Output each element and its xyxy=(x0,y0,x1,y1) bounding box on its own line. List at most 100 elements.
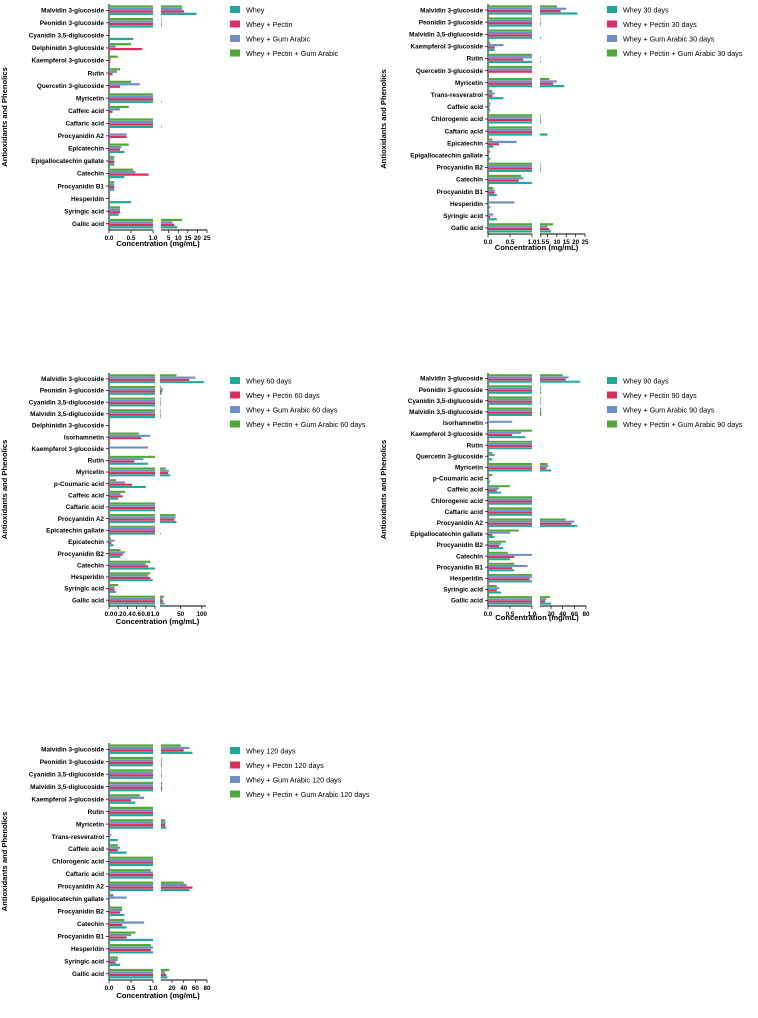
bar-extension xyxy=(161,759,162,762)
bar xyxy=(488,374,532,377)
bar xyxy=(488,7,532,10)
legend-label: Whey 90 days xyxy=(623,376,669,385)
bar xyxy=(109,567,155,570)
bar-extension xyxy=(160,390,163,393)
bar-extension xyxy=(160,392,162,395)
bar xyxy=(109,5,153,8)
bar-extension xyxy=(161,824,166,827)
bar xyxy=(488,491,502,494)
bar xyxy=(109,973,153,977)
bar xyxy=(109,397,155,400)
bar xyxy=(488,576,532,579)
bar xyxy=(109,971,153,974)
bar xyxy=(488,22,532,25)
x-tick-label: 1.0 xyxy=(149,985,158,992)
bar-extension xyxy=(540,391,542,394)
bar xyxy=(488,474,493,477)
category-label: Caffeic acid xyxy=(68,493,104,500)
bar-extension xyxy=(161,776,162,779)
category-label: p-Coumaric acid xyxy=(433,476,483,483)
bar xyxy=(109,509,155,512)
bar-extension xyxy=(161,789,163,792)
bar-extension xyxy=(160,388,163,391)
bar xyxy=(109,381,155,384)
bar-extension xyxy=(540,520,575,523)
category-label: Delphinidin 3-glucoside xyxy=(32,423,105,430)
bar xyxy=(488,109,491,112)
bar xyxy=(488,140,517,144)
bar-extension xyxy=(161,221,173,224)
bar xyxy=(109,17,153,21)
bar-extension xyxy=(161,881,184,884)
category-label: Catechin xyxy=(456,553,483,560)
bar xyxy=(109,938,153,942)
legend-swatch xyxy=(230,761,240,769)
bar xyxy=(109,376,155,379)
category-label: Myricetin xyxy=(455,465,483,472)
bar-extension xyxy=(161,784,163,787)
chart-panel-5: Malvidin 3-glucoside Peonidin 3-glucoside… xyxy=(0,743,370,1000)
bar-extension xyxy=(540,524,578,527)
bar xyxy=(488,587,499,590)
bar xyxy=(488,215,491,219)
bar xyxy=(488,162,532,165)
bar xyxy=(109,961,116,964)
bar xyxy=(109,206,120,209)
bar-extension xyxy=(160,516,176,519)
bar-extension xyxy=(540,17,541,20)
category-label: Syringic acid xyxy=(443,587,483,594)
bar xyxy=(488,29,532,32)
bar xyxy=(109,188,115,191)
category-label: Peonidin 3-glucoside xyxy=(419,19,484,26)
bar-extension xyxy=(161,771,162,774)
bar-extension xyxy=(161,764,163,767)
bar xyxy=(109,455,155,458)
bar xyxy=(109,479,116,482)
legend-swatch xyxy=(230,49,240,57)
bar-extension xyxy=(160,376,196,379)
bar xyxy=(109,814,153,817)
category-label: Malvidin 3,5-diglucoside xyxy=(409,409,483,416)
bar xyxy=(488,213,494,216)
bar-extension xyxy=(161,819,166,822)
bar xyxy=(488,551,508,554)
x-tick-label: 0.0 xyxy=(105,985,114,992)
bar xyxy=(109,908,123,912)
bar xyxy=(109,145,122,149)
category-label: Syringic acid xyxy=(64,586,104,593)
bar xyxy=(109,490,126,493)
bar xyxy=(488,225,532,228)
bar xyxy=(488,378,532,381)
bar xyxy=(109,799,131,802)
legend-label: Whey + Gum Arabic xyxy=(246,34,311,43)
x-axis-title: Concentration (mg/mL) xyxy=(116,991,200,1000)
bar xyxy=(488,80,532,83)
bar xyxy=(109,469,155,472)
bar xyxy=(488,391,532,394)
category-label: Rutin xyxy=(467,442,483,449)
x-tick-label: 20 xyxy=(572,239,580,246)
bar xyxy=(109,579,153,582)
legend-label: Whey + Pectin + Gum Arabic 120 days xyxy=(246,790,370,799)
bar xyxy=(109,118,153,121)
bar xyxy=(109,158,115,161)
bar xyxy=(488,186,494,190)
bar xyxy=(109,806,153,809)
bar-extension xyxy=(540,60,541,64)
bar-extension xyxy=(540,5,557,8)
category-label: Kaempferol 3-glucoside xyxy=(411,44,484,51)
bar xyxy=(109,183,115,186)
bar xyxy=(109,595,155,598)
bar xyxy=(109,801,136,804)
bar xyxy=(488,553,532,556)
bar xyxy=(488,442,532,445)
bar xyxy=(109,37,134,41)
category-label: Procyanidin B1 xyxy=(436,189,483,196)
bar xyxy=(488,480,491,483)
bar xyxy=(109,68,120,71)
bar-extension xyxy=(161,226,178,229)
x-tick-label: 0.0 xyxy=(484,611,493,618)
category-label: Caffeic acid xyxy=(68,846,104,853)
bar xyxy=(488,68,532,71)
bar xyxy=(109,493,121,496)
